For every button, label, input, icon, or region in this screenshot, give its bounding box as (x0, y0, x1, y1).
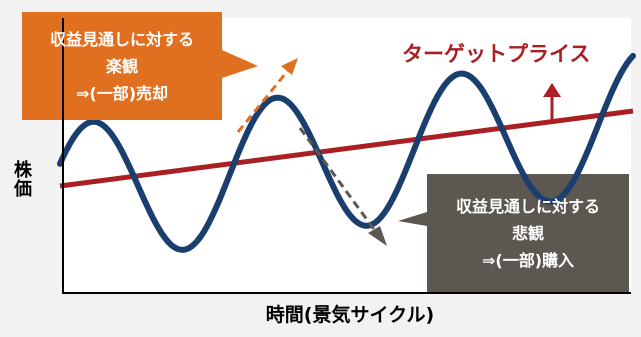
arrow-up-icon (543, 83, 561, 120)
target-price-label: ターゲットプライス (402, 42, 591, 66)
optimistic-callout-line-1: 収益見通しに対する (49, 29, 194, 49)
pessimistic-callout-line-1: 収益見通しに対する (455, 196, 600, 216)
price-wave (57, 52, 636, 253)
y-axis-label: 株価 (11, 160, 32, 198)
optimistic-callout: 収益見通しに対する 楽観 ⇒(一部)売却 (22, 12, 222, 120)
pessimistic-callout-box (398, 174, 629, 292)
optimistic-callout-box (22, 12, 258, 120)
pessimistic-callout-line-3: ⇒(一部)購入 (481, 250, 575, 270)
optimistic-callout-line-2: 楽観 (105, 56, 138, 76)
dashed-arrow-up-right-icon (236, 58, 298, 133)
dashed-arrow-down-right-icon (298, 127, 387, 246)
optimistic-callout-line-3: ⇒(一部)売却 (75, 83, 169, 103)
pessimistic-callout-line-2: 悲観 (511, 223, 544, 243)
pessimistic-callout: 収益見通しに対する 悲観 ⇒(一部)購入 (427, 174, 629, 292)
x-axis-label: 時間(景気サイクル) (265, 304, 435, 326)
target-price-line (59, 108, 634, 189)
